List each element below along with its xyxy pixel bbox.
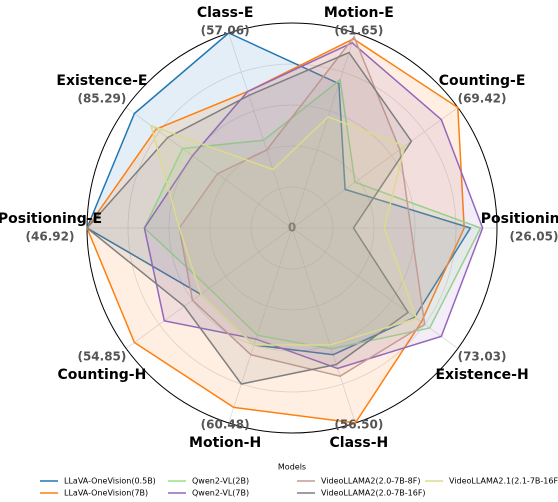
- grid-spoke: [125, 107, 293, 229]
- grid-spoke: [228, 227, 293, 424]
- grid-spoke: [291, 227, 356, 424]
- legend-label: Qwen2-VL(2B): [192, 477, 249, 486]
- category-label: Class-H: [330, 435, 389, 451]
- category-label: Existence-H: [435, 367, 528, 383]
- legend-label: VideoLLAMA2.1(2.1-7B-16F): [449, 477, 558, 486]
- category-value: (56.50): [334, 417, 383, 431]
- series-area: [143, 41, 484, 370]
- series-area: [149, 116, 418, 346]
- grid-spoke: [291, 32, 356, 229]
- category-label: Motion-H: [189, 435, 261, 451]
- series-area: [85, 51, 413, 385]
- legend-label: LLaVA-OneVision(7B): [64, 489, 148, 498]
- category-value: (26.05): [510, 230, 558, 244]
- grid-spoke: [228, 32, 293, 229]
- category-value: (73.03): [458, 350, 507, 364]
- category-value: (46.92): [26, 230, 75, 244]
- legend-label: VideoLLAMA2(2.0-7B-16F): [321, 489, 426, 498]
- category-value: (54.85): [77, 350, 126, 364]
- category-label: Counting-E: [439, 73, 526, 89]
- category-label: Counting-H: [58, 367, 147, 383]
- category-label: Positioning-E: [0, 211, 102, 227]
- category-label: Class-E: [197, 5, 254, 21]
- category-value: (57.06): [201, 24, 250, 38]
- grid-spoke: [291, 107, 459, 229]
- category-value: (85.29): [77, 91, 126, 105]
- r-tick-label: 0: [288, 221, 296, 235]
- legend-label: VideoLLAMA2(2.0-7B-8F): [321, 477, 420, 486]
- category-value: (61.65): [334, 24, 383, 38]
- category-value: (69.42): [458, 91, 507, 105]
- category-label: Existence-E: [56, 73, 147, 89]
- legend-title: Models: [278, 463, 306, 472]
- category-label: Motion-E: [324, 5, 394, 21]
- legend-label: LLaVA-OneVision(0.5B): [64, 477, 156, 486]
- category-label: Positioning-H: [481, 211, 558, 227]
- category-value: (60.48): [201, 417, 250, 431]
- legend-label: Qwen2-VL(7B): [192, 489, 249, 498]
